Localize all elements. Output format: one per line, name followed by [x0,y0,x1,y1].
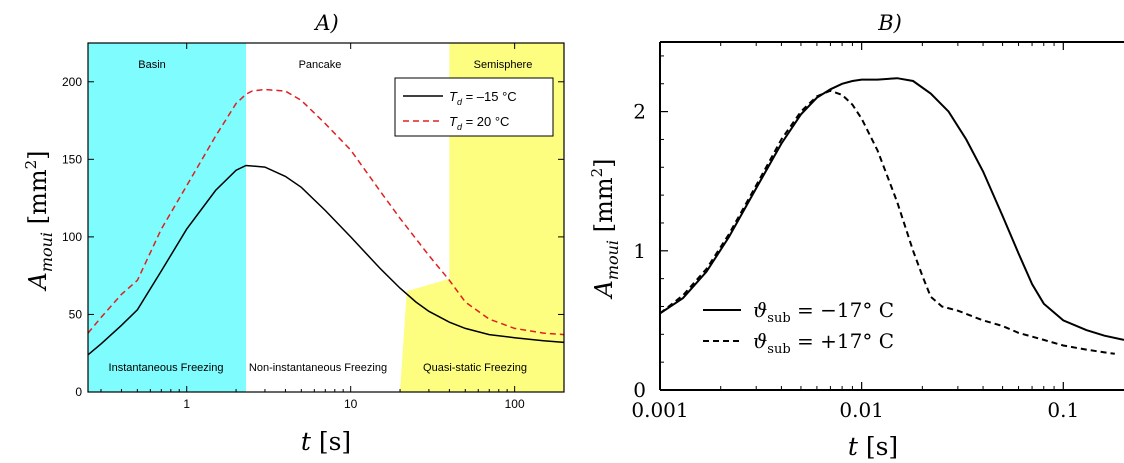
region-quasi-static-patch [400,278,450,392]
series-line-2 [659,89,1115,355]
legend-box [394,77,554,137]
legend-label-2: ϑsub = +17° C [753,329,894,357]
series-lines [87,88,565,356]
region-label-semisphere: Semisphere [474,59,533,71]
y-tick-label: 200 [62,75,82,89]
chart-title: B) [877,11,902,35]
x-tick-label: 0.1 [1047,398,1079,422]
x-tick-label: 10 [344,397,358,411]
y-tick-label: 1 [633,239,646,263]
series-line-2 [87,88,565,336]
y-tick-label: 0 [75,385,82,399]
panel-a: 0 50 100 150 200 1 10 100 Basin Pancake Semisph… [22,11,565,456]
x-axis-label: t [s] [301,427,351,456]
y-tick-label: 50 [69,307,83,321]
x-tick-label: 1 [183,397,190,411]
series-line-1 [87,164,565,356]
legend-label-2: Td = 20 °C [449,114,509,132]
panel-b: 0 1 2 0.001 0.01 0.1 ϑsub = −17° C ϑsub = +17… [588,11,1124,461]
y-tick-label: 0 [633,378,646,402]
x-tick-label: 0.001 [631,398,688,422]
series-line-1 [659,77,1124,341]
plot-frame [659,41,1124,391]
x-axis-label: t [s] [848,432,898,461]
plot-frame [87,42,565,393]
y-axis-label: Amoui [mm2] [588,158,622,299]
region-label-non-instantaneous: Non-instantaneous Freezing [249,362,387,374]
legend-label-1: Td = –15 °C [449,89,517,107]
x-tick-label: 100 [505,397,525,411]
region-label-pancake: Pancake [299,59,342,71]
region-label-quasi-static: Quasi-static Freezing [423,362,527,374]
chart-title: A) [313,11,338,35]
region-label-instantaneous: Instantaneous Freezing [109,362,224,374]
x-tick-label: 0.01 [839,398,884,422]
y-tick-label: 2 [633,100,646,124]
region-basin [88,43,247,392]
y-tick-label: 150 [62,152,82,166]
tick-labels: 0 1 2 0.001 0.01 0.1 [631,100,1079,422]
legend: Td = –15 °C Td = 20 °C [394,77,554,137]
legend-label-1: ϑsub = −17° C [753,298,894,326]
tick-labels: 0 50 100 150 200 1 10 100 [62,75,525,411]
region-label-basin: Basin [138,59,166,71]
y-tick-label: 100 [62,230,82,244]
y-axis-label: Amoui [mm2] [22,150,56,291]
series-lines [659,77,1124,355]
legend: ϑsub = −17° C ϑsub = +17° C [703,298,894,357]
